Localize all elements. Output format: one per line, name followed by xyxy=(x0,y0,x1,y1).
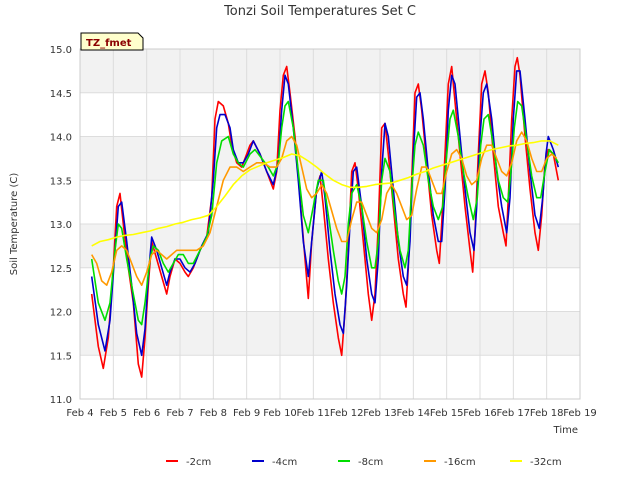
y-tick-label: 11.5 xyxy=(50,351,72,362)
y-tick-label: 12.0 xyxy=(50,308,72,319)
plot-band xyxy=(80,49,580,93)
x-tick-label: Feb 5 xyxy=(100,408,127,419)
x-tick-label: Feb 19 xyxy=(563,408,597,419)
x-tick-label: Feb 11 xyxy=(297,408,331,419)
x-tick-label: Feb 18 xyxy=(530,408,564,419)
x-tick-label: Feb 13 xyxy=(363,408,397,419)
legend-label: -32cm xyxy=(530,457,562,468)
series-line-minus-8cm xyxy=(90,100,559,326)
x-tick-label: Feb 8 xyxy=(200,408,227,419)
legend: -2cm -4cm -8cm -16cm -32cm xyxy=(166,457,562,468)
series-line-minus-32cm xyxy=(91,140,559,247)
plot-band xyxy=(80,92,580,137)
y-tick-label: 11.0 xyxy=(50,395,72,406)
legend-label: -16cm xyxy=(444,457,476,468)
y-tick-label: 14.0 xyxy=(50,133,72,144)
y-tick-label: 12.5 xyxy=(50,264,72,275)
x-tick-label: Feb 14 xyxy=(397,408,431,419)
x-tick-label: Feb 6 xyxy=(133,408,160,419)
plot-band xyxy=(80,355,580,399)
y-axis-label: Soil Temperature (C) xyxy=(9,173,20,276)
series-line-minus-16cm xyxy=(91,131,558,286)
x-tick-labels: Feb 4 Feb 5 Feb 6 Feb 7 Feb 8 Feb 9 Feb 10 Feb … xyxy=(66,408,596,419)
plot-frame xyxy=(79,48,581,400)
x-tick-label: Feb 16 xyxy=(463,408,497,419)
series-lines xyxy=(90,56,560,378)
y-tick-labels: 11.0 11.5 12.0 12.5 13.0 13.5 14.0 14.5 15.0 xyxy=(50,45,72,406)
y-tick-label: 13.5 xyxy=(50,176,72,187)
x-axis-label: Time xyxy=(553,425,578,436)
y-tick-label: 15.0 xyxy=(50,45,72,56)
x-tick-label: Feb 10 xyxy=(263,408,297,419)
legend-label: -8cm xyxy=(358,457,383,468)
x-tick-label: Feb 4 xyxy=(66,408,93,419)
x-tick-label: Feb 12 xyxy=(330,408,364,419)
annotation-box: TZ_fmet xyxy=(80,32,144,51)
y-tick-label: 14.5 xyxy=(50,89,72,100)
annotation-label: TZ_fmet xyxy=(86,38,132,49)
x-tick-label: Feb 7 xyxy=(166,408,193,419)
x-tick-label: Feb 15 xyxy=(430,408,464,419)
chart-title: Tonzi Soil Temperatures Set C xyxy=(223,4,416,19)
y-tick-label: 13.0 xyxy=(50,220,72,231)
plot-band xyxy=(80,311,580,356)
x-tick-label: Feb 17 xyxy=(497,408,531,419)
legend-label: -4cm xyxy=(272,457,297,468)
x-tick-label: Feb 9 xyxy=(233,408,260,419)
legend-label: -2cm xyxy=(186,457,211,468)
